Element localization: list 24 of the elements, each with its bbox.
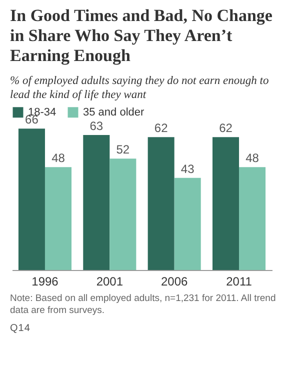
bar [239, 167, 266, 270]
x-tick-label: 2006 [160, 274, 188, 288]
bar [148, 137, 174, 270]
bar [44, 167, 72, 270]
x-tick-label: 2001 [96, 274, 124, 288]
data-label: 43 [180, 162, 195, 176]
data-label: 48 [52, 151, 66, 166]
bar [18, 128, 45, 270]
data-label: 63 [90, 119, 104, 133]
data-label: 62 [154, 121, 168, 136]
text: Note: Based on all employed adults, n=1,231 for 2011. All trend data are from surveys. [10, 293, 277, 317]
bar [83, 135, 110, 270]
chart-subtitle: % of employed adults saying they do not earn enough to lead the kind of life they want [10, 74, 270, 102]
data-label: 48 [246, 151, 260, 166]
x-tick-label: 2011 [226, 274, 252, 288]
legend-label: 35 and older [83, 106, 144, 118]
bar [212, 137, 240, 270]
bar [174, 178, 201, 270]
x-tick-label: 1996 [32, 274, 59, 288]
bar [110, 158, 136, 270]
data-label: 62 [219, 121, 233, 136]
text: Q14 [10, 323, 32, 335]
chart-title: In Good Times and Bad, No Change in Share Who Say They Aren’t Earning Enough [10, 6, 274, 66]
data-label: 52 [116, 142, 130, 157]
